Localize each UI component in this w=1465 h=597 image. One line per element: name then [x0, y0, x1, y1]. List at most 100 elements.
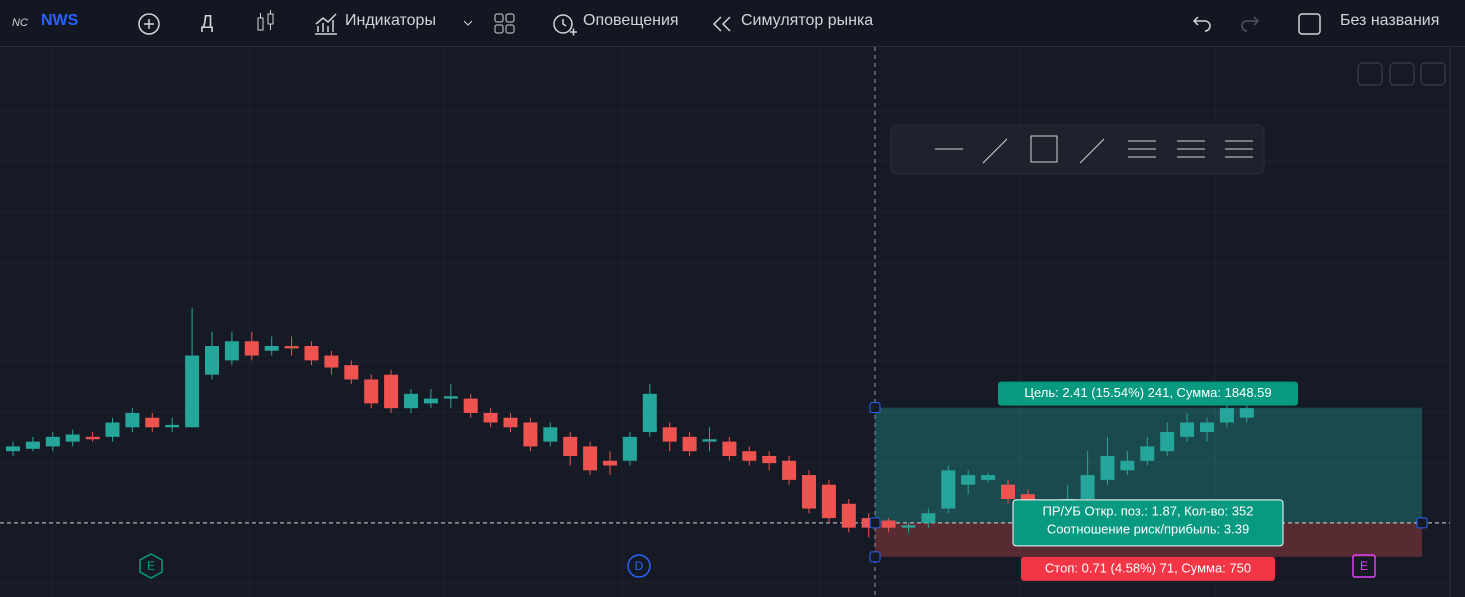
candle-body: [961, 475, 976, 485]
candle-body: [523, 422, 538, 447]
candle-body: [1180, 422, 1195, 437]
candle-body: [1239, 408, 1254, 418]
candle-body: [881, 520, 896, 528]
candle-body: [861, 518, 876, 528]
candle-body: [901, 525, 916, 528]
indicators-icon: [315, 13, 337, 35]
layout-name[interactable]: Без названия: [1340, 12, 1440, 29]
candle-body: [384, 374, 399, 409]
position-handle: [869, 551, 881, 563]
candle-body: [125, 412, 140, 428]
event-marker: [1352, 554, 1376, 578]
candle-body: [1140, 446, 1155, 461]
candle-body: [25, 441, 40, 449]
candle-body: [1120, 460, 1135, 471]
pnl-label: ПР/УБ Откр. поз.: 1.87, Кол-во: 352: [1042, 503, 1253, 518]
candle-body: [205, 346, 219, 375]
indicators[interactable]: Индикаторы: [345, 12, 436, 29]
event-marker: [139, 553, 163, 579]
symbol[interactable]: NWS: [41, 12, 79, 29]
event-label: D: [635, 559, 644, 573]
axis-buttons: [1357, 62, 1446, 86]
replay[interactable]: Симулятор рынка: [741, 12, 874, 29]
candle-body: [145, 417, 160, 428]
replay-icon: [712, 16, 731, 32]
candle-body: [782, 460, 797, 480]
collapse-btn[interactable]: [1389, 62, 1415, 86]
candle-body: [1200, 422, 1214, 433]
pnl-label: Соотношение риск/прибыль: 3.39: [1047, 521, 1249, 536]
candle-body: [284, 346, 299, 349]
alerts[interactable]: Оповещения: [583, 12, 679, 29]
redo[interactable]: [1238, 13, 1260, 33]
candle-body: [503, 417, 518, 428]
candle-body: [1160, 432, 1175, 452]
event-marker: [627, 554, 651, 578]
candle-body: [423, 398, 438, 404]
candle-body: [404, 393, 418, 409]
candle-body: [941, 470, 956, 509]
candle-body: [682, 436, 697, 452]
candle-body: [165, 424, 180, 428]
candle-body: [622, 436, 637, 461]
candle-body: [742, 451, 757, 461]
candle-body: [722, 441, 737, 456]
candle-body: [6, 446, 20, 452]
candle-body: [1001, 484, 1015, 499]
candle-body: [105, 422, 120, 437]
candle-body: [821, 484, 836, 519]
candle-body: [1080, 475, 1095, 499]
candle-body: [45, 436, 60, 447]
candle-body: [344, 365, 359, 380]
target-label-box: [998, 381, 1298, 406]
position-handle: [869, 517, 881, 529]
grid: [0, 47, 1450, 597]
position-handle: [869, 402, 881, 414]
interval[interactable]: Д: [201, 12, 214, 32]
event-label: E: [147, 559, 155, 573]
target-label: Цель: 2.41 (15.54%) 241, Сумма: 1848.59: [1024, 385, 1271, 400]
candle-body: [981, 475, 996, 480]
dropdown[interactable]: [462, 18, 474, 28]
layout-icon[interactable]: [1297, 12, 1323, 36]
scroll-btn[interactable]: [1357, 62, 1383, 86]
candle-body: [85, 436, 100, 440]
candle-body: [324, 355, 339, 368]
candle-body: [483, 412, 498, 423]
drawing-toolbar: [890, 124, 1265, 175]
reset-btn[interactable]: [1420, 62, 1446, 86]
logo: NC: [12, 17, 28, 29]
candle-body: [841, 503, 856, 528]
candle-body: [642, 393, 657, 433]
stop-label-box: [1021, 556, 1275, 581]
candle-body: [1100, 455, 1115, 480]
undo[interactable]: [1192, 13, 1214, 33]
candle-body: [364, 379, 379, 404]
alerts-icon: [553, 14, 577, 36]
candle-body: [65, 434, 80, 442]
event-label: E: [1360, 559, 1368, 573]
candle-body: [702, 439, 717, 442]
candle-body: [762, 455, 777, 464]
candle-body: [583, 446, 598, 471]
add-symbol[interactable]: [136, 11, 162, 37]
candle-body: [563, 436, 578, 456]
toolbar: NC NWS Д Индикаторы Оповещения Симулятор…: [0, 0, 1465, 47]
position-handle: [1416, 517, 1428, 529]
chart: Цель: 2.41 (15.54%) 241, Сумма: 1848.59 П…: [0, 47, 1465, 597]
pnl-label-box: [1012, 499, 1284, 547]
candle-body: [603, 460, 617, 466]
templates[interactable]: [493, 12, 517, 36]
candle-body: [463, 398, 478, 413]
candle-body: [443, 396, 458, 399]
candle-body: [264, 346, 279, 351]
candle-body: [921, 513, 936, 523]
candle-body: [244, 341, 259, 356]
candle-body: [1219, 408, 1234, 423]
candle-body: [1020, 494, 1035, 504]
chart-type[interactable]: [255, 10, 277, 36]
candle-body: [802, 475, 816, 509]
candle-body: [304, 346, 319, 361]
candle-body: [224, 341, 239, 361]
